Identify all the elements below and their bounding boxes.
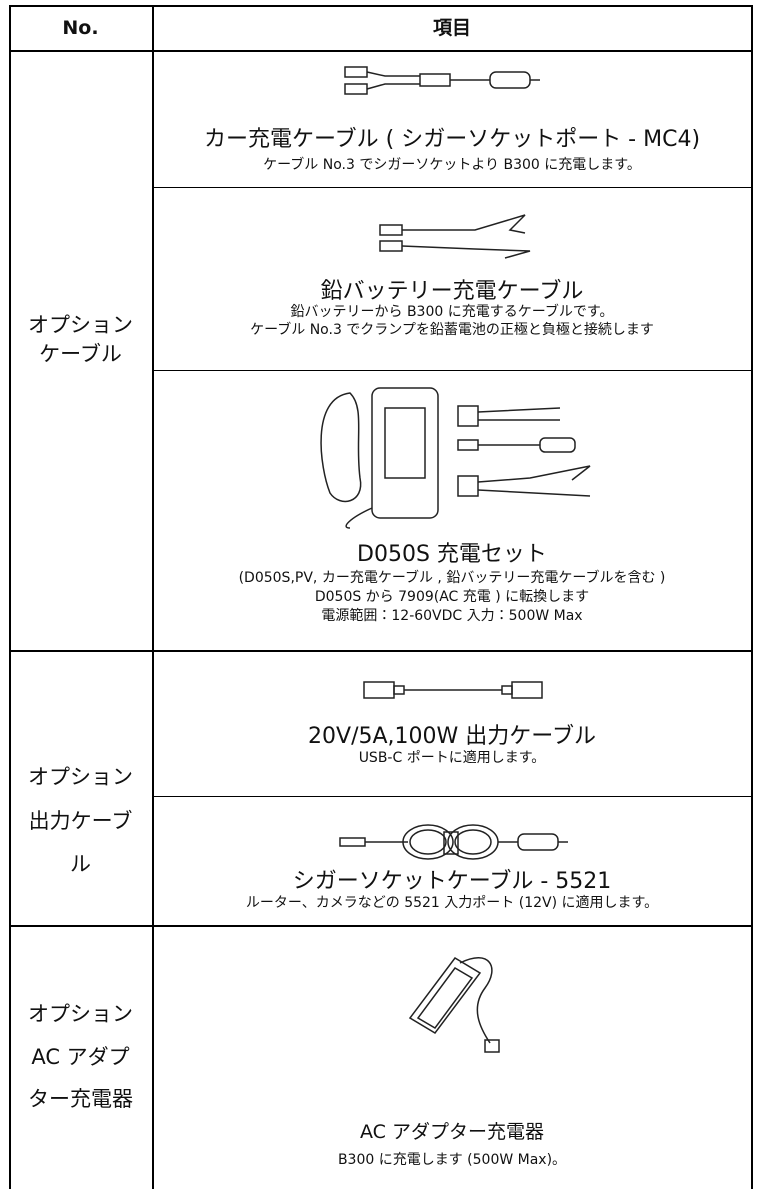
usb-c-cable-image — [363, 681, 543, 699]
item-description: ケーブル No.3 でシガーソケットより B300 に充電します。 — [263, 157, 641, 173]
row-rule — [152, 187, 752, 188]
row-rule — [152, 796, 752, 797]
item-description: (D050S,PV, カー充電ケーブル , 鉛バッテリー充電ケーブルを含む ) — [238, 570, 666, 586]
border-left — [9, 5, 11, 1189]
item-title: カー充電ケーブル ( シガーソケットポート - MC4) — [203, 127, 701, 152]
item-title: シガーソケットケーブル - 5521 — [292, 869, 612, 894]
item-title: 鉛バッテリー充電ケーブル — [320, 279, 584, 304]
group-label: オプション — [28, 1002, 133, 1026]
item-title: AC アダプター充電器 — [360, 1121, 544, 1143]
group-rule — [9, 925, 753, 927]
ac-adapter-image — [408, 957, 500, 1053]
battery-cable-image — [379, 214, 531, 259]
item-description: USB-C ポートに適用します。 — [358, 750, 546, 766]
item-title: D050S 充電セット — [357, 542, 547, 567]
border-top — [9, 5, 753, 7]
car-cable-image — [344, 66, 540, 95]
item-title: 20V/5A,100W 出力ケーブル — [308, 724, 596, 749]
group-label: ケーブル — [39, 342, 122, 366]
item-description: D050S から 7909(AC 充電 ) に転換します — [314, 589, 590, 605]
group-label: AC アダプ — [31, 1045, 130, 1069]
border-right — [751, 5, 753, 1189]
group-rule — [9, 650, 753, 652]
charging-set-image — [320, 387, 591, 529]
cigar-cable-image — [339, 824, 568, 860]
item-description: ルーター、カメラなどの 5521 入力ポート (12V) に適用します。 — [245, 895, 659, 911]
row-rule — [152, 370, 752, 371]
item-description: B300 に充電します (500W Max)。 — [337, 1152, 567, 1168]
group-label: 出力ケーブ — [28, 809, 133, 833]
group-label: オプション — [28, 313, 133, 337]
group-label: ル — [70, 852, 91, 876]
column-divider — [152, 5, 154, 1189]
group-label: オプション — [28, 765, 133, 789]
item-description: 電源範囲：12-60VDC 入力：500W Max — [321, 608, 583, 624]
item-description: ケーブル No.3 でクランプを鉛蓄電池の正極と負極と接続します — [250, 322, 654, 338]
header-no: No. — [62, 17, 99, 39]
group-label: ター充電器 — [28, 1087, 133, 1111]
header-rule — [9, 50, 753, 52]
item-description: 鉛バッテリーから B300 に充電するケーブルです。 — [290, 304, 614, 320]
header-item: 項目 — [432, 17, 471, 39]
